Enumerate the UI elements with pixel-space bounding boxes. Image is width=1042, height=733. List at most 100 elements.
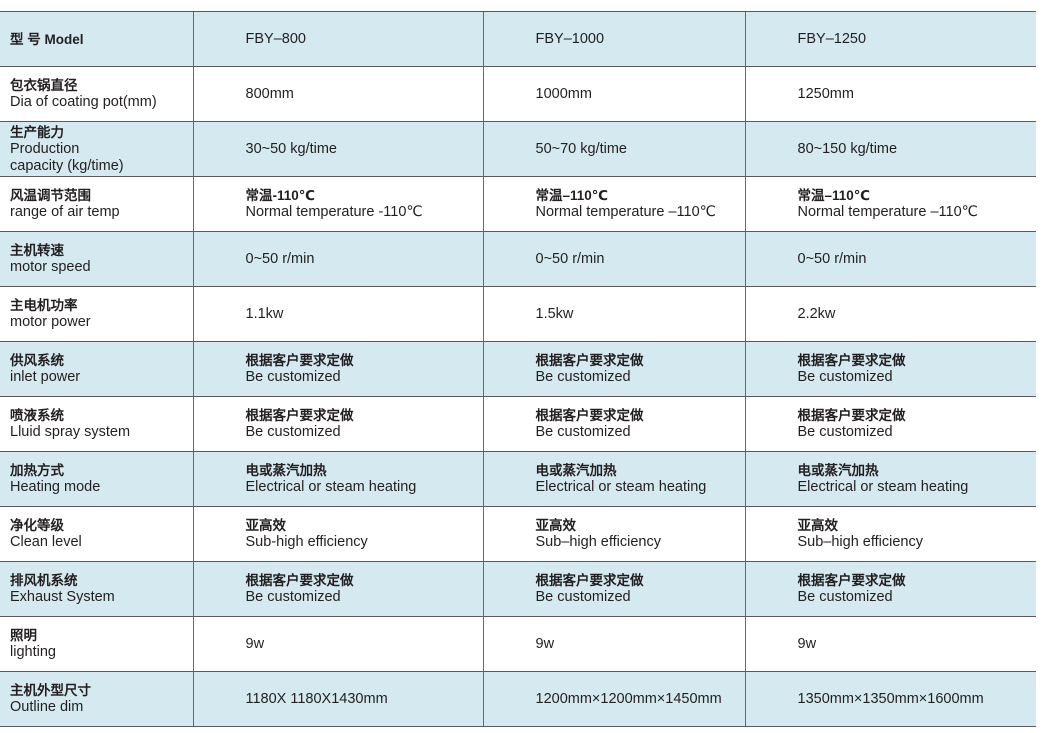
value-cell: 1200mm×1200mm×1450mm: [482, 671, 745, 727]
table-row: 风温调节范围 range of air temp 常温-110℃ Normal te…: [0, 176, 1036, 232]
value-cell: 1.5kw: [482, 286, 745, 342]
row-label: 主机转速 motor speed: [0, 231, 193, 287]
cell-text: 常温-110℃: [245, 188, 316, 203]
cell-text: Dia of coating pot(mm): [10, 94, 157, 110]
cell-text: Heating mode: [10, 479, 101, 495]
cell-text: Be customized: [797, 369, 893, 385]
value-cell: 常温–110℃ Normal temperature –110℃: [482, 176, 745, 232]
value-cell: 2.2kw: [744, 286, 1036, 342]
value-cell: 0~50 r/min: [482, 231, 745, 287]
cell-text: FBY–1250: [797, 30, 867, 47]
value-cell: 0~50 r/min: [192, 231, 483, 287]
cell-text: 9w: [797, 635, 817, 652]
cell-text: 1250mm: [797, 85, 854, 102]
value-cell: FBY–800: [192, 11, 483, 67]
cell-text: 照明: [10, 628, 37, 643]
cell-text: 2.2kw: [797, 305, 836, 322]
cell-text: Exhaust System: [10, 589, 115, 605]
cell-text: 50~70 kg/time: [535, 140, 628, 157]
value-cell: 根据客户要求定做 Be customized: [192, 341, 483, 397]
cell-text: 亚高效: [245, 518, 287, 533]
cell-text: 型 号 Model: [10, 31, 84, 47]
cell-text: 根据客户要求定做: [797, 408, 906, 423]
value-cell: 亚高效 Sub–high efficiency: [482, 506, 745, 562]
cell-text: 亚高效: [797, 518, 839, 533]
cell-text: Outline dim: [10, 699, 84, 715]
cell-text: 根据客户要求定做: [535, 573, 644, 588]
table-row: 供风系统 inlet power 根据客户要求定做 Be customized 根据客户…: [0, 341, 1036, 397]
cell-text: Electrical or steam heating: [535, 479, 707, 495]
value-cell: 电或蒸汽加热 Electrical or steam heating: [192, 451, 483, 507]
value-cell: 根据客户要求定做 Be customized: [744, 341, 1036, 397]
cell-text: Lluid spray system: [10, 424, 131, 440]
cell-text: 0~50 r/min: [797, 250, 867, 267]
value-cell: 亚高效 Sub-high efficiency: [192, 506, 483, 562]
cell-text: motor power: [10, 314, 91, 330]
cell-text: 根据客户要求定做: [797, 353, 906, 368]
cell-text: Be customized: [797, 424, 893, 440]
cell-text: Electrical or steam heating: [797, 479, 969, 495]
cell-text: Be customized: [797, 589, 893, 605]
value-cell: 亚高效 Sub–high efficiency: [744, 506, 1036, 562]
cell-text: 0~50 r/min: [245, 250, 315, 267]
row-label: 主电机功率 motor power: [0, 286, 193, 342]
value-cell: 50~70 kg/time: [482, 121, 745, 177]
cell-text: 排风机系统: [10, 573, 78, 588]
cell-text: Sub–high efficiency: [797, 534, 924, 550]
table-row: 喷液系统 Lluid spray system 根据客户要求定做 Be customi…: [0, 396, 1036, 452]
value-cell: 1250mm: [744, 66, 1036, 122]
cell-text: 1.5kw: [535, 305, 574, 322]
cell-text: 主电机功率: [10, 298, 78, 313]
value-cell: 根据客户要求定做 Be customized: [744, 561, 1036, 617]
table-row: 排风机系统 Exhaust System 根据客户要求定做 Be customized…: [0, 561, 1036, 617]
value-cell: 电或蒸汽加热 Electrical or steam heating: [482, 451, 745, 507]
cell-text: 常温–110℃: [535, 188, 609, 203]
cell-text: Be customized: [245, 589, 341, 605]
value-cell: 1180X 1180X1430mm: [192, 671, 483, 727]
row-label: 风温调节范围 range of air temp: [0, 176, 193, 232]
cell-text: 根据客户要求定做: [245, 408, 354, 423]
cell-text: Sub–high efficiency: [535, 534, 662, 550]
value-cell: 9w: [192, 616, 483, 672]
table-row: 加热方式 Heating mode 电或蒸汽加热 Electrical or stea…: [0, 451, 1036, 507]
cell-text: 1180X 1180X1430mm: [245, 690, 388, 707]
cell-text: inlet power: [10, 369, 81, 385]
cell-text: 1350mm×1350mm×1600mm: [797, 690, 984, 707]
cell-text: FBY–800: [245, 30, 306, 47]
value-cell: 9w: [744, 616, 1036, 672]
cell-text: Electrical or steam heating: [245, 479, 417, 495]
row-label: 包衣锅直径 Dia of coating pot(mm): [0, 66, 193, 122]
row-label: 加热方式 Heating mode: [0, 451, 193, 507]
table-row: 主电机功率 motor power 1.1kw 1.5kw 2.2kw: [0, 286, 1036, 342]
cell-text: Clean level: [10, 534, 82, 550]
cell-text: range of air temp: [10, 204, 120, 220]
cell-text: Be customized: [245, 424, 341, 440]
value-cell: 1000mm: [482, 66, 745, 122]
row-label: 净化等级 Clean level: [0, 506, 193, 562]
cell-text: Normal temperature –110℃: [535, 204, 716, 220]
cell-text: motor speed: [10, 259, 91, 275]
cell-text: Production: [10, 140, 80, 157]
spec-table: 型 号 Model FBY–800 FBY–1000 FBY–1250 包衣锅直径 Dia…: [0, 11, 1036, 727]
row-label: 供风系统 inlet power: [0, 341, 193, 397]
value-cell: 30~50 kg/time: [192, 121, 483, 177]
cell-text: 1200mm×1200mm×1450mm: [535, 690, 722, 707]
cell-text: Be customized: [535, 369, 631, 385]
spec-table-body: 型 号 Model FBY–800 FBY–1000 FBY–1250 包衣锅直径 Dia…: [0, 11, 1036, 727]
cell-text: lighting: [10, 644, 56, 660]
cell-text: 9w: [535, 635, 555, 652]
value-cell: FBY–1250: [744, 11, 1036, 67]
cell-text: 1000mm: [535, 85, 592, 102]
value-cell: 1350mm×1350mm×1600mm: [744, 671, 1036, 727]
row-label: 喷液系统 Lluid spray system: [0, 396, 193, 452]
cell-text: Be customized: [535, 589, 631, 605]
value-cell: 根据客户要求定做 Be customized: [482, 396, 745, 452]
value-cell: 80~150 kg/time: [744, 121, 1036, 177]
row-label: 排风机系统 Exhaust System: [0, 561, 193, 617]
cell-text: 喷液系统: [10, 408, 64, 423]
value-cell: 根据客户要求定做 Be customized: [482, 561, 745, 617]
cell-text: 包衣锅直径: [10, 78, 78, 93]
cell-text: Be customized: [535, 424, 631, 440]
cell-text: 1.1kw: [245, 305, 284, 322]
cell-text: Normal temperature –110℃: [797, 204, 978, 220]
